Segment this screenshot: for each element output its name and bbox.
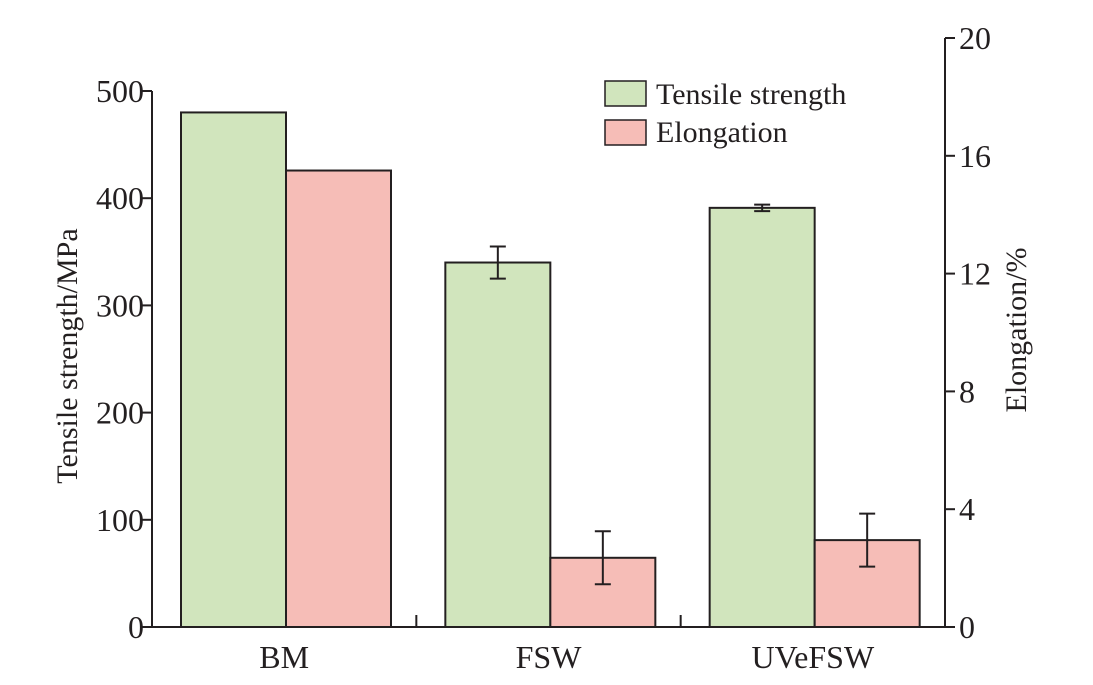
right-tick-label: 0 <box>959 609 975 645</box>
left-tick-label: 100 <box>96 502 144 538</box>
left-tick-label: 500 <box>96 73 144 109</box>
right-tick-label: 8 <box>959 373 975 409</box>
legend-label-elongation: Elongation <box>656 116 788 149</box>
left-tick-label: 200 <box>96 395 144 431</box>
right-tick-label: 20 <box>959 20 991 56</box>
right-tick-label: 4 <box>959 491 975 527</box>
legend-label-tensile-strength: Tensile strength <box>656 78 846 111</box>
right-tick-label: 12 <box>959 256 991 292</box>
x-tick-label-uvefsw: UVeFSW <box>751 639 874 675</box>
left-tick-label: 400 <box>96 180 144 216</box>
axes-layer <box>151 38 946 628</box>
bar-tensile-strength-uvefsw <box>708 206 816 629</box>
bars-layer <box>180 111 921 629</box>
x-tick-label-bm: BM <box>259 639 309 675</box>
left-axis-title: Tensile strength/MPa <box>51 228 84 483</box>
ticks-layer: BM FSW UVeFSW 0 100 200 300 400 500 0 4 8 12 16 20 <box>96 20 991 675</box>
bar-tensile-strength-fsw <box>444 261 552 628</box>
right-tick-label: 16 <box>959 138 991 174</box>
right-axis-title: Elongation/% <box>1000 248 1033 413</box>
left-tick-label: 300 <box>96 287 144 323</box>
bar-elongation-bm <box>285 169 392 628</box>
left-tick-label: 0 <box>128 609 144 645</box>
error-bars-layer <box>489 203 876 586</box>
bar-tensile-strength-bm <box>180 111 287 628</box>
legend-swatch-elongation <box>604 119 647 146</box>
legend: Tensile strength Elongation <box>604 78 846 149</box>
x-tick-label-fsw: FSW <box>516 639 583 675</box>
legend-swatch-tensile-strength <box>604 80 647 107</box>
